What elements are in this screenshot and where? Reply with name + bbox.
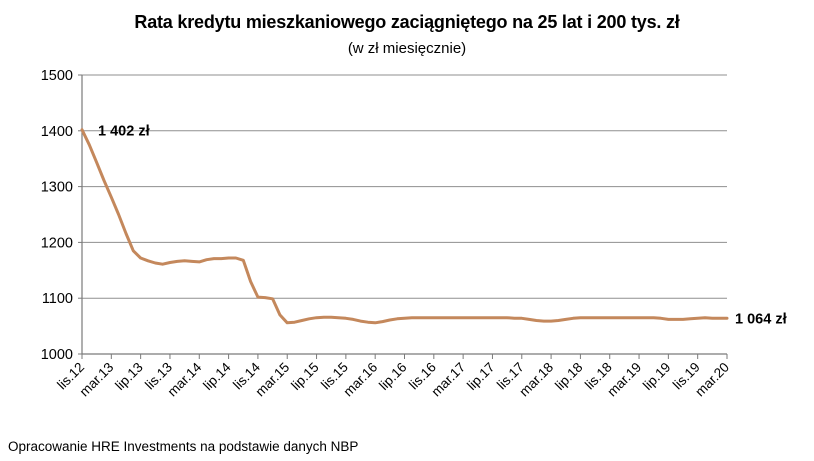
x-axis-label: mar.19 (604, 360, 644, 400)
chart-subtitle: (w zł miesięcznie) (347, 40, 467, 57)
x-axis-label: lip.19 (640, 360, 673, 393)
x-axis-label: lip.16 (376, 360, 409, 393)
x-axis-label: mar.14 (165, 359, 205, 399)
x-axis-label: lip.13 (112, 360, 145, 393)
x-axis-label: mar.13 (77, 360, 117, 400)
source-note: Opracowanie HRE Investments na podstawie… (8, 439, 359, 454)
x-axis-label: mar.15 (253, 360, 293, 400)
series-line (80, 128, 729, 325)
y-axis-label: 1300 (41, 180, 73, 196)
x-axis-label: mar.20 (692, 360, 732, 400)
y-axis-label: 1500 (41, 68, 73, 84)
x-axis-label: lip.14 (200, 359, 234, 393)
x-axis-label: lip.18 (552, 360, 585, 393)
x-axis-label: lip.17 (464, 360, 497, 393)
x-axis-label: mar.18 (516, 360, 556, 400)
data-label: 1 402 zł (98, 124, 150, 140)
y-axis-label: 1000 (41, 347, 73, 363)
y-axis-label: 1400 (41, 124, 73, 140)
x-axis-label: mar.17 (428, 360, 468, 400)
chart-title: Rata kredytu mieszkaniowego zaciągnięteg… (134, 12, 680, 32)
y-axis-label: 1100 (42, 291, 73, 307)
data-label: 1 064 zł (735, 311, 787, 327)
x-axis-label: mar.16 (341, 360, 381, 400)
y-axis-label: 1200 (41, 235, 73, 251)
x-axis-label: lip.15 (288, 360, 321, 393)
